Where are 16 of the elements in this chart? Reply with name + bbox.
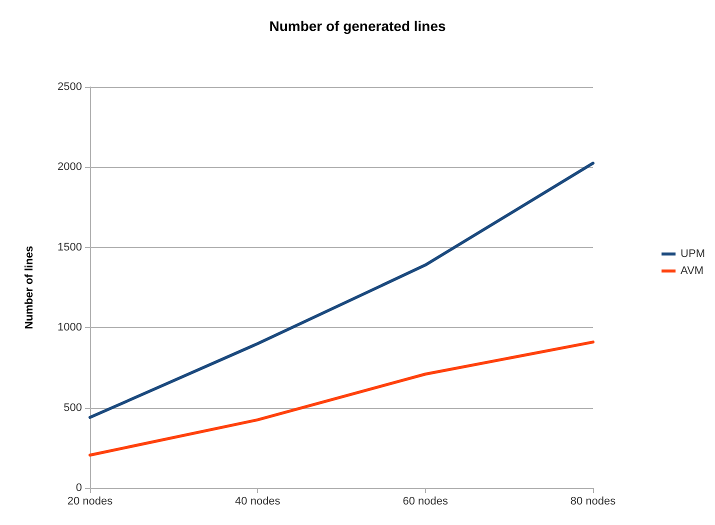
x-tick-label: 40 nodes: [235, 496, 281, 508]
line-series: [88, 162, 594, 419]
y-axis-title: Number of lines: [24, 246, 36, 330]
y-tick-label: 2000: [58, 161, 82, 174]
y-tick-label: 1500: [58, 241, 82, 254]
y-tick-label: 1000: [58, 322, 82, 334]
x-tick-label: 80 nodes: [570, 496, 616, 508]
x-tick-label: 60 nodes: [402, 496, 448, 508]
legend-label: AVM: [680, 265, 704, 277]
y-tick-label: 2500: [58, 81, 82, 93]
chart-title: Number of generated lines: [269, 18, 446, 34]
y-tick-label: 500: [64, 402, 82, 414]
y-tick-label: 0: [76, 482, 82, 494]
legend-label: UPM: [680, 248, 706, 260]
x-tick-label: 20 nodes: [67, 496, 114, 508]
line-series: [88, 340, 594, 457]
